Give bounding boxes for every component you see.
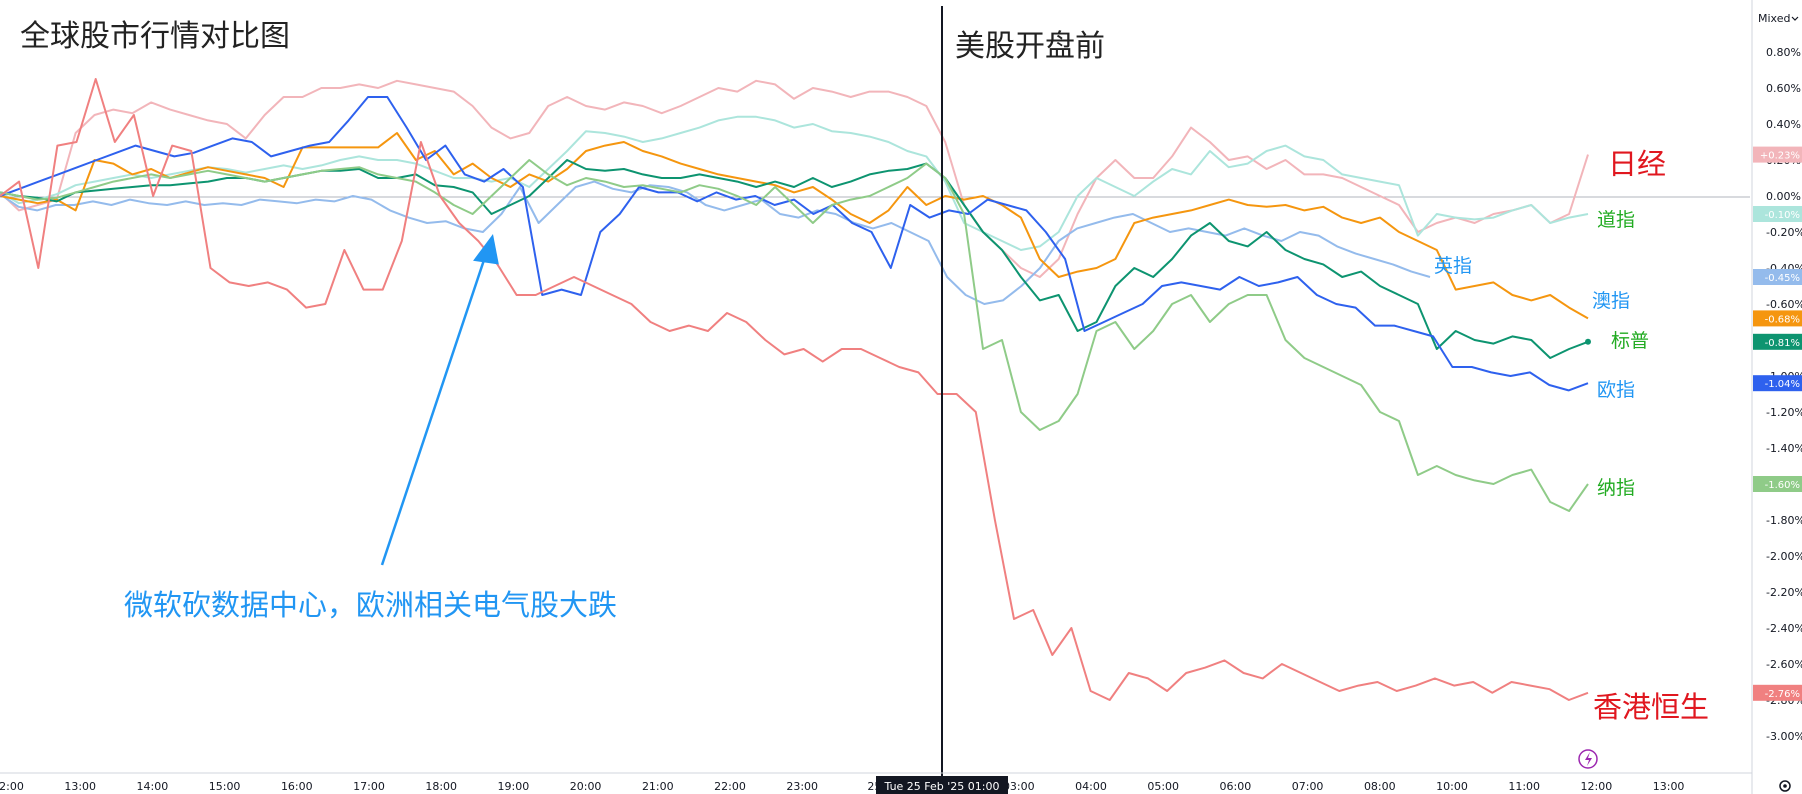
y-tick-label: -2.60%: [1766, 658, 1802, 671]
x-tick-label: 08:00: [1364, 780, 1396, 793]
crosshair-time-label-bg: [876, 776, 1008, 794]
y-tick-label: -1.20%: [1766, 406, 1802, 419]
y-tick-label: -1.40%: [1766, 442, 1802, 455]
x-tick-label: 15:00: [209, 780, 241, 793]
x-tick-label: 13:00: [1653, 780, 1685, 793]
x-tick-label: 12:00: [0, 780, 24, 793]
x-tick-label: 03:00: [1003, 780, 1035, 793]
series-line: [0, 96, 1589, 392]
x-tick-label: 12:00: [1581, 780, 1613, 793]
x-tick-label: 19:00: [498, 780, 530, 793]
series-name-label: 日经: [1608, 147, 1666, 181]
y-tick-label: 0.80%: [1766, 46, 1801, 59]
x-tick-label: 17:00: [353, 780, 385, 793]
value-badge-text: -0.68%: [1765, 314, 1800, 325]
x-tick-label: 11:00: [1508, 780, 1540, 793]
series-end-dot: [1585, 338, 1591, 345]
series-line: [0, 180, 1431, 305]
x-tick-label: 05:00: [1147, 780, 1179, 793]
last-value-badges: +0.23% -0.10% -0.45% -0.68% -0.81% -1.04% -1.6…: [1753, 146, 1802, 701]
value-badge-text: +0.23%: [1760, 151, 1800, 162]
y-tick-label: -0.20%: [1766, 226, 1802, 239]
chart-title: 全球股市行情对比图: [20, 19, 290, 54]
series-name-label: 澳指: [1592, 290, 1630, 312]
value-badge: [1753, 269, 1802, 285]
value-badge-text: -0.81%: [1765, 338, 1800, 349]
series-name-label: 道指: [1597, 209, 1635, 231]
value-badge: [1753, 375, 1802, 392]
series-name-label: 香港恒生: [1593, 690, 1709, 724]
y-tick-label: 0.00%: [1766, 190, 1801, 203]
x-tick-label: 14:00: [137, 780, 169, 793]
lightning-icon[interactable]: [1578, 749, 1598, 769]
value-badge: [1753, 333, 1802, 350]
x-tick-label: 22:00: [714, 780, 746, 793]
gear-icon[interactable]: [1779, 780, 1791, 792]
x-tick-label: 07:00: [1292, 780, 1324, 793]
x-tick-label: 10:00: [1436, 780, 1468, 793]
series-line: [0, 78, 1589, 701]
value-badge-text: -0.45%: [1765, 273, 1800, 284]
value-badge: [1753, 146, 1802, 163]
chart-subtitle: 美股开盘前: [955, 29, 1105, 64]
y-tick-label: -0.60%: [1766, 298, 1802, 311]
y-tick-label: -1.80%: [1766, 514, 1802, 527]
series-name-label: 欧指: [1597, 379, 1635, 401]
series-name-label: 纳指: [1597, 477, 1635, 499]
series-layer: [0, 78, 1591, 701]
time-axis[interactable]: 12:00 13:00 14:00 15:00 16:00 17:00 18:00 19:00…: [0, 780, 1684, 793]
series-line: [0, 132, 1589, 320]
value-badge-text: -1.60%: [1765, 480, 1800, 491]
value-badge-text: -0.10%: [1765, 210, 1800, 221]
y-tick-label: -3.00%: [1766, 730, 1802, 743]
y-tick-label: -2.40%: [1766, 622, 1802, 635]
series-line: [0, 159, 1589, 512]
value-badge: [1753, 310, 1802, 327]
value-badge: [1753, 476, 1802, 492]
y-tick-label: -2.00%: [1766, 550, 1802, 563]
value-badge: [1753, 206, 1802, 222]
annotation-arrow: [380, 234, 499, 566]
x-tick-label: 16:00: [281, 780, 313, 793]
x-tick-label: 04:00: [1075, 780, 1107, 793]
x-tick-label: 20:00: [570, 780, 602, 793]
x-tick-label: 23:00: [786, 780, 818, 793]
series-line: [0, 79, 1589, 278]
value-badge-text: -2.76%: [1765, 689, 1800, 700]
series-name-label: 标普: [1611, 330, 1649, 352]
x-tick-label: 21:00: [642, 780, 674, 793]
series-name-label: 英指: [1434, 255, 1472, 277]
value-badge: [1753, 684, 1802, 701]
x-tick-label: 06:00: [1220, 780, 1252, 793]
y-tick-label: -2.20%: [1766, 586, 1802, 599]
value-badge-text: -1.04%: [1765, 379, 1800, 390]
x-tick-label: 13:00: [64, 780, 96, 793]
chevron-down-icon: [1791, 16, 1799, 21]
y-tick-label: 0.40%: [1766, 118, 1801, 131]
annotation-text: 微软砍数据中心，欧洲相关电气股大跌: [124, 588, 617, 622]
x-tick-label: 18:00: [425, 780, 457, 793]
crosshair-time-label: Tue 25 Feb '25 01:00: [884, 780, 1000, 793]
y-tick-label: 0.60%: [1766, 82, 1801, 95]
scale-mode-button[interactable]: Mixed: [1758, 12, 1790, 25]
series-line: [0, 115, 1589, 251]
